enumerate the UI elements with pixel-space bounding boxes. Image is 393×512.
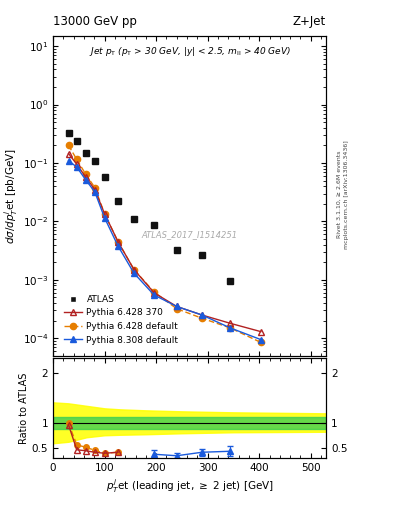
Pythia 6.428 370 bbox=[74, 161, 79, 167]
X-axis label: $p^{j}_{T}$et (leading jet, $\geq$ 2 jet) [GeV]: $p^{j}_{T}$et (leading jet, $\geq$ 2 jet… bbox=[106, 477, 274, 495]
Pythia 8.308 default bbox=[83, 177, 88, 183]
Pythia 6.428 default bbox=[83, 171, 88, 177]
Pythia 8.308 default bbox=[132, 270, 136, 276]
ATLAS bbox=[74, 138, 79, 144]
ATLAS bbox=[92, 158, 97, 164]
Y-axis label: $d\sigma/dp^{j}_{T}$et [pb/GeV]: $d\sigma/dp^{j}_{T}$et [pb/GeV] bbox=[2, 148, 20, 244]
Line: ATLAS: ATLAS bbox=[65, 131, 233, 284]
Pythia 6.428 370 bbox=[132, 266, 136, 272]
Pythia 6.428 default bbox=[174, 306, 179, 312]
Text: 13000 GeV pp: 13000 GeV pp bbox=[53, 15, 137, 28]
Pythia 8.308 default bbox=[74, 164, 79, 170]
Pythia 6.428 default bbox=[116, 239, 120, 245]
Line: Pythia 6.428 370: Pythia 6.428 370 bbox=[65, 151, 264, 335]
Y-axis label: Ratio to ATLAS: Ratio to ATLAS bbox=[19, 373, 29, 444]
Pythia 6.428 370 bbox=[200, 312, 204, 318]
Text: Jet $p_{\mathrm{T}}$ ($p_{\mathrm{T}}$ > 30 GeV, |y| < 2.5, $m_{\mathrm{ll}}$ > : Jet $p_{\mathrm{T}}$ ($p_{\mathrm{T}}$ >… bbox=[88, 46, 291, 58]
Text: Z+Jet: Z+Jet bbox=[293, 15, 326, 28]
Line: Pythia 8.308 default: Pythia 8.308 default bbox=[65, 157, 264, 343]
Pythia 6.428 default bbox=[228, 325, 233, 331]
Pythia 6.428 370 bbox=[258, 329, 263, 335]
Pythia 6.428 default bbox=[152, 289, 156, 295]
Pythia 6.428 default bbox=[102, 211, 107, 217]
Pythia 8.308 default bbox=[102, 215, 107, 221]
Text: mcplots.cern.ch [arXiv:1306.3436]: mcplots.cern.ch [arXiv:1306.3436] bbox=[344, 140, 349, 249]
Pythia 6.428 370 bbox=[228, 321, 233, 327]
Pythia 8.308 default bbox=[66, 158, 71, 164]
Text: Rivet 3.1.10, ≥ 2.6M events: Rivet 3.1.10, ≥ 2.6M events bbox=[336, 151, 341, 238]
Pythia 6.428 370 bbox=[174, 304, 179, 310]
ATLAS bbox=[83, 150, 88, 156]
Pythia 6.428 default bbox=[74, 156, 79, 162]
ATLAS bbox=[200, 251, 204, 258]
Pythia 6.428 370 bbox=[116, 239, 120, 245]
ATLAS bbox=[102, 174, 107, 180]
Pythia 6.428 default bbox=[66, 142, 71, 148]
Legend: ATLAS, Pythia 6.428 370, Pythia 6.428 default, Pythia 8.308 default: ATLAS, Pythia 6.428 370, Pythia 6.428 de… bbox=[60, 291, 182, 348]
Text: ATLAS_2017_I1514251: ATLAS_2017_I1514251 bbox=[141, 230, 238, 239]
ATLAS bbox=[132, 216, 136, 222]
Pythia 6.428 370 bbox=[66, 151, 71, 157]
ATLAS bbox=[66, 131, 71, 137]
Pythia 8.308 default bbox=[92, 189, 97, 195]
Pythia 8.308 default bbox=[116, 243, 120, 249]
Pythia 6.428 default bbox=[258, 339, 263, 346]
Pythia 6.428 default bbox=[132, 266, 136, 272]
ATLAS bbox=[116, 198, 120, 204]
ATLAS bbox=[228, 278, 233, 284]
Line: Pythia 6.428 default: Pythia 6.428 default bbox=[65, 142, 264, 346]
ATLAS bbox=[152, 222, 156, 228]
Pythia 6.428 default bbox=[92, 184, 97, 190]
Pythia 6.428 370 bbox=[102, 211, 107, 217]
Pythia 6.428 default bbox=[200, 315, 204, 322]
Pythia 6.428 370 bbox=[83, 174, 88, 180]
Pythia 8.308 default bbox=[258, 336, 263, 343]
Pythia 8.308 default bbox=[174, 304, 179, 310]
Pythia 6.428 370 bbox=[92, 186, 97, 193]
Pythia 6.428 370 bbox=[152, 290, 156, 296]
Pythia 8.308 default bbox=[152, 292, 156, 298]
ATLAS bbox=[174, 247, 179, 253]
Pythia 8.308 default bbox=[200, 312, 204, 318]
Pythia 8.308 default bbox=[228, 325, 233, 331]
